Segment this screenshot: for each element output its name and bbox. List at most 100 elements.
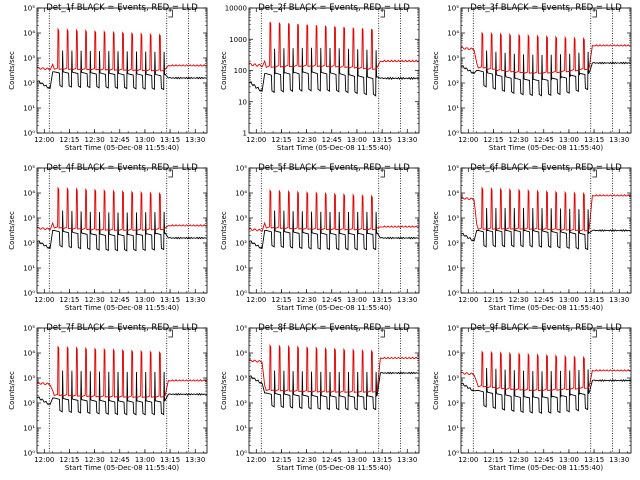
y-tick-label: 10¹ [23, 265, 35, 273]
x-axis-label: Start Time (05-Dec-08 11:55:40) [489, 144, 603, 152]
x-tick-label: 12:15 [271, 296, 291, 304]
y-tick-label: 10¹ [23, 105, 35, 113]
x-axis-label: Start Time (05-Dec-08 11:55:40) [277, 304, 391, 312]
x-tick-label: 12:15 [59, 296, 79, 304]
plot-frame [36, 7, 208, 134]
events-series-line [249, 210, 419, 251]
x-tick-label: 13:30 [397, 296, 417, 304]
y-tick-label: 10² [447, 240, 459, 248]
x-tick-label: 13:00 [559, 296, 579, 304]
y-tick-label: 10² [235, 240, 247, 248]
x-tick-label: 12:00 [34, 456, 54, 464]
plot-area [249, 343, 419, 411]
x-tick-label: 12:30 [297, 456, 317, 464]
lld-series-line [37, 186, 207, 231]
y-tick-label: 10² [447, 80, 459, 88]
plot-area [37, 27, 207, 91]
x-tick-label: 12:00 [246, 456, 266, 464]
x-tick-label: 12:00 [34, 296, 54, 304]
x-tick-label: 13:15 [584, 296, 604, 304]
y-tick-label: 10⁰ [23, 290, 35, 298]
x-tick-label: 12:15 [59, 456, 79, 464]
y-tick-label: 10³ [235, 215, 247, 223]
x-tick-label: 13:00 [347, 456, 367, 464]
lld-series-line [461, 31, 631, 74]
y-tick-label: 10⁴ [447, 350, 459, 358]
x-tick-label: 12:30 [297, 296, 317, 304]
x-tick-label: 13:30 [397, 136, 417, 144]
x-tick-label: 12:45 [322, 296, 342, 304]
y-tick-label: 10³ [235, 375, 247, 383]
plot-area [37, 345, 207, 416]
x-tick-label: 12:30 [85, 296, 105, 304]
y-tick-label: 10² [447, 400, 459, 408]
plot-area [37, 186, 207, 252]
x-tick-label: 13:00 [135, 296, 155, 304]
y-tick-label: 10⁴ [235, 350, 247, 358]
x-tick-label: 13:15 [584, 136, 604, 144]
plot-area [461, 186, 631, 251]
events-series-line [37, 50, 207, 91]
y-tick-label: 1 [243, 130, 247, 138]
x-tick-label: 12:00 [458, 136, 478, 144]
y-tick-label: 10⁵ [235, 325, 247, 333]
lld-series-line [461, 350, 631, 392]
x-tick-label: 12:30 [509, 136, 529, 144]
x-tick-label: 13:30 [609, 296, 629, 304]
events-series-line [461, 207, 631, 251]
plot-area [249, 21, 419, 97]
y-tick-label: 10¹ [447, 425, 459, 433]
plot-frame [36, 167, 208, 294]
lld-series-line [461, 186, 631, 232]
y-tick-label: 10³ [23, 215, 35, 223]
x-tick-label: 12:30 [509, 456, 529, 464]
x-tick-label: 12:15 [483, 296, 503, 304]
y-tick-label: 10⁴ [235, 190, 247, 198]
y-tick-label: 10⁵ [235, 165, 247, 173]
chart-panel-6: Det_6f BLACK = Events, RED = LLD10⁰10¹10… [432, 163, 632, 312]
y-tick-label: 10⁴ [23, 350, 35, 358]
x-tick-label: 13:00 [135, 136, 155, 144]
y-tick-label: 10⁴ [23, 30, 35, 38]
x-tick-label: 13:15 [372, 456, 392, 464]
x-tick-label: 12:00 [246, 296, 266, 304]
x-tick-label: 12:30 [85, 136, 105, 144]
y-tick-label: 10 [238, 98, 247, 106]
events-series-line [37, 210, 207, 252]
x-tick-label: 13:30 [609, 456, 629, 464]
events-series-line [249, 47, 419, 97]
y-tick-label: 10³ [447, 375, 459, 383]
events-series-line [461, 50, 631, 97]
events-series-line [249, 370, 419, 411]
plot-frame [460, 7, 632, 134]
y-tick-label: 1000 [229, 36, 247, 44]
x-axis-label: Start Time (05-Dec-08 11:55:40) [489, 304, 603, 312]
y-tick-label: 10² [235, 400, 247, 408]
y-tick-label: 10² [23, 240, 35, 248]
plot-frame [460, 167, 632, 294]
x-axis-label: Start Time (05-Dec-08 11:55:40) [65, 464, 179, 472]
y-tick-label: 10¹ [235, 265, 247, 273]
x-axis-label: Start Time (05-Dec-08 11:55:40) [65, 144, 179, 152]
x-tick-label: 13:15 [160, 136, 180, 144]
y-axis-label: Counts/sec [8, 371, 16, 410]
x-tick-label: 12:30 [297, 136, 317, 144]
y-tick-label: 10² [23, 80, 35, 88]
y-tick-label: 10⁰ [23, 130, 35, 138]
x-tick-label: 12:30 [85, 456, 105, 464]
chart-panel-3: Det_3f BLACK = Events, RED = LLD10⁰10¹10… [432, 3, 632, 152]
lld-series-line [37, 345, 207, 398]
x-tick-label: 13:00 [135, 456, 155, 464]
x-tick-label: 12:45 [534, 136, 554, 144]
events-series-line [461, 367, 631, 414]
x-tick-label: 13:30 [609, 136, 629, 144]
x-tick-label: 12:00 [458, 456, 478, 464]
y-axis-label: Counts/sec [432, 51, 440, 90]
y-tick-label: 10³ [447, 215, 459, 223]
y-tick-label: 10⁰ [447, 450, 459, 458]
x-tick-label: 13:15 [372, 136, 392, 144]
x-tick-label: 12:45 [322, 136, 342, 144]
lld-series-line [37, 27, 207, 72]
x-tick-label: 13:30 [185, 136, 205, 144]
